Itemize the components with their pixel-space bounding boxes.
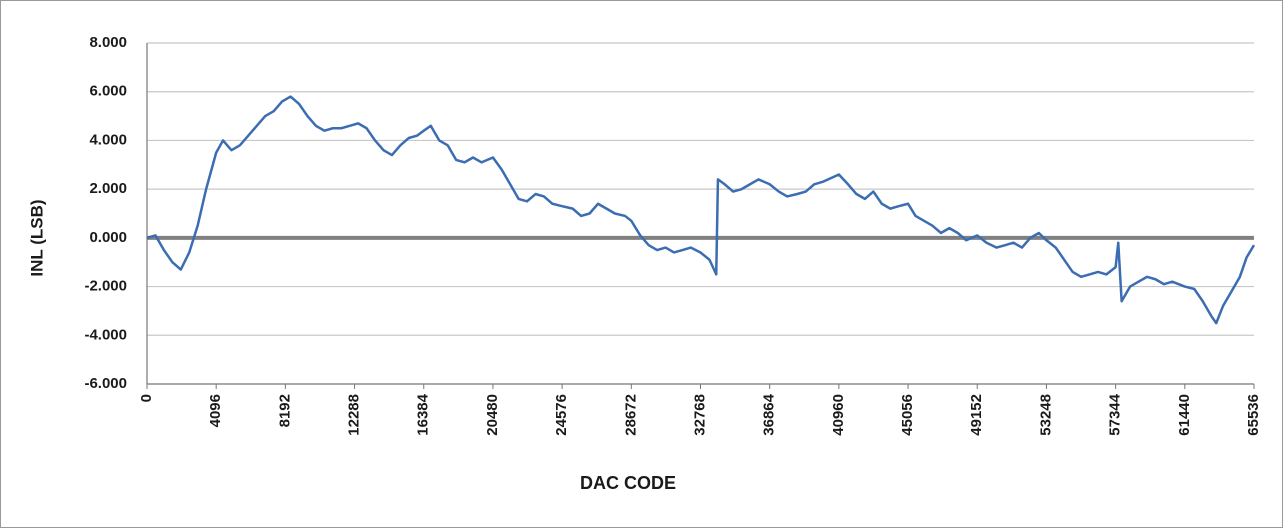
y-tick-label: -6.000 bbox=[84, 375, 127, 392]
x-tick-label: 24576 bbox=[553, 394, 570, 436]
y-tick-label: 4.000 bbox=[89, 131, 127, 148]
y-tick-label: 8.000 bbox=[89, 34, 127, 51]
y-tick-label: 0.000 bbox=[89, 229, 127, 246]
inl-line bbox=[146, 95, 1256, 325]
y-tick-label: 2.000 bbox=[89, 180, 127, 197]
x-tick-label: 57344 bbox=[1107, 393, 1124, 435]
y-tick-label: 6.000 bbox=[89, 83, 127, 100]
x-tick-label: 0 bbox=[138, 394, 155, 402]
x-tick-label: 32768 bbox=[691, 394, 708, 436]
x-tick-label: 4096 bbox=[207, 394, 224, 427]
x-tick-label: 65536 bbox=[1245, 394, 1262, 436]
x-tick-label: 36864 bbox=[761, 393, 778, 435]
x-tick-label: 49152 bbox=[968, 394, 985, 436]
x-tick-label: 45056 bbox=[899, 394, 916, 436]
x-tick-label: 61440 bbox=[1176, 394, 1193, 436]
y-tick-label: -2.000 bbox=[84, 278, 127, 295]
y-axis-label: INL (LSB) bbox=[27, 199, 46, 276]
x-tick-label: 12288 bbox=[346, 394, 363, 436]
x-tick-label: 8192 bbox=[276, 394, 293, 427]
x-tick-label: 20480 bbox=[484, 394, 501, 436]
x-tick-label: 28672 bbox=[622, 394, 639, 436]
x-axis-label: DAC CODE bbox=[580, 473, 676, 493]
x-tick-label: 16384 bbox=[415, 393, 432, 435]
y-tick-label: -4.000 bbox=[84, 326, 127, 343]
x-tick-label: 40960 bbox=[830, 394, 847, 436]
x-tick-label: 53248 bbox=[1037, 394, 1054, 436]
